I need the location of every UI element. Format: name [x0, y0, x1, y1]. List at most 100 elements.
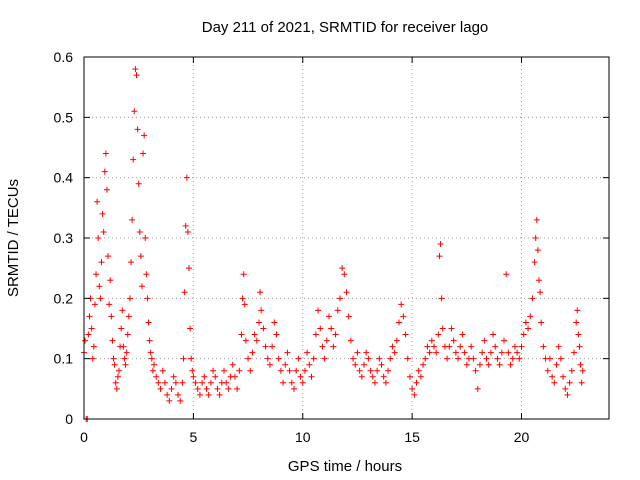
data-point: [579, 367, 586, 374]
data-point: [428, 337, 435, 344]
data-point: [106, 301, 113, 308]
data-point: [411, 391, 418, 398]
data-point: [110, 355, 117, 362]
data-point: [114, 373, 121, 380]
data-point: [192, 379, 199, 386]
data-point: [138, 283, 145, 290]
x-tick-label: 5: [189, 429, 197, 445]
data-point: [113, 385, 120, 392]
data-point: [132, 66, 139, 73]
data-point: [121, 355, 128, 362]
data-point: [564, 391, 571, 398]
data-point: [119, 307, 126, 314]
data-point: [299, 379, 306, 386]
data-point: [120, 343, 127, 350]
data-point: [487, 349, 494, 356]
data-point: [186, 265, 192, 272]
data-point: [455, 355, 462, 362]
data-point: [166, 397, 173, 404]
data-point: [437, 241, 444, 248]
data-point: [367, 367, 374, 374]
data-point: [216, 391, 223, 398]
data-point: [177, 397, 184, 404]
data-point: [409, 385, 416, 392]
data-point: [286, 367, 293, 374]
data-point: [492, 343, 499, 350]
data-point: [210, 367, 217, 374]
data-point: [273, 331, 280, 338]
data-point: [108, 313, 115, 320]
data-point: [187, 325, 194, 332]
data-point: [501, 337, 507, 344]
data-point: [422, 355, 429, 362]
data-point: [280, 379, 287, 386]
data-point: [184, 228, 191, 235]
data-points: [81, 66, 586, 422]
data-point: [391, 349, 398, 356]
data-point: [123, 349, 130, 356]
data-point: [297, 373, 304, 380]
data-point: [516, 355, 523, 362]
data-point: [196, 391, 203, 398]
data-point: [433, 349, 440, 356]
data-point: [310, 355, 317, 362]
data-point: [221, 367, 227, 374]
data-point: [103, 186, 110, 193]
data-point: [576, 343, 583, 350]
data-point: [102, 150, 109, 157]
data-point: [260, 325, 267, 332]
data-point: [116, 367, 122, 374]
data-point: [431, 343, 437, 350]
data-point: [142, 235, 149, 241]
data-point: [452, 349, 459, 356]
data-point: [474, 385, 481, 392]
data-point: [573, 319, 580, 326]
data-point: [111, 361, 118, 368]
data-point: [239, 295, 246, 302]
data-point: [448, 325, 455, 332]
data-point: [109, 337, 116, 344]
y-tick-label: 0.4: [54, 170, 74, 186]
data-point: [417, 373, 424, 380]
data-point: [256, 319, 262, 326]
data-point: [354, 349, 361, 356]
data-point: [317, 325, 324, 332]
data-point: [95, 235, 102, 241]
data-point: [568, 367, 575, 374]
data-point: [188, 355, 195, 362]
data-point: [356, 367, 363, 374]
data-point: [126, 295, 133, 302]
y-tick-label: 0.5: [54, 109, 74, 125]
data-point: [551, 379, 558, 386]
data-point: [181, 289, 188, 296]
data-point: [264, 355, 271, 362]
data-point: [350, 355, 357, 362]
data-point: [122, 361, 129, 368]
axis-ticks: 0 5 10 15 20 0 0.1 0.2 0.3 0.4 0.5 0.6: [54, 49, 609, 445]
data-point: [212, 373, 219, 380]
data-point: [214, 385, 221, 392]
data-point: [476, 361, 483, 368]
data-point: [503, 271, 510, 278]
data-point: [343, 289, 350, 296]
data-point: [151, 361, 157, 368]
data-point: [326, 313, 332, 320]
data-point: [249, 349, 256, 356]
data-point: [168, 385, 175, 392]
data-point: [149, 367, 156, 374]
data-point: [234, 385, 241, 392]
data-point: [100, 228, 107, 235]
data-point: [137, 253, 144, 260]
data-point: [319, 343, 326, 350]
data-point: [534, 247, 541, 254]
data-point: [514, 349, 521, 356]
data-point: [498, 349, 505, 356]
data-point: [205, 391, 212, 398]
data-point: [91, 301, 98, 308]
data-point: [145, 319, 152, 326]
data-point: [284, 349, 291, 356]
data-point: [86, 313, 93, 320]
data-point: [159, 367, 166, 374]
